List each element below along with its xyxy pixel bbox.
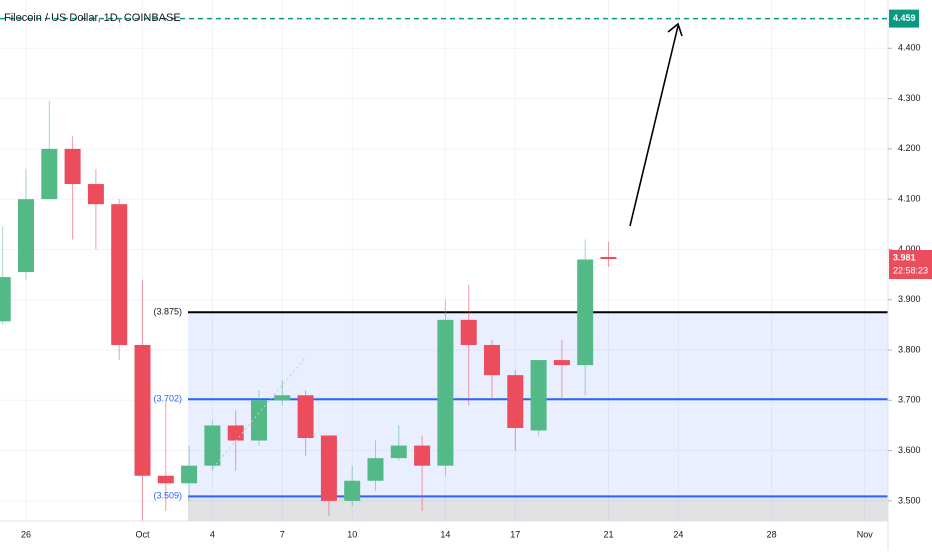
x-tick-label: Nov [857,529,874,539]
candle-body [41,148,58,200]
y-tick-label: 3.800 [898,344,921,354]
y-tick-label: 3.700 [898,395,921,405]
candle-body [530,360,547,431]
candle-body [437,319,454,466]
candles [0,101,617,521]
candle-body [0,277,11,322]
x-tick-label: 26 [21,529,31,539]
candle-body [157,475,174,484]
target-price-box [889,9,919,28]
candle-body [414,445,431,466]
candle-body [204,425,221,466]
x-tick-label: 24 [673,529,683,539]
candle-body [111,204,128,345]
candle-body [227,425,244,441]
candle-body [460,319,477,345]
countdown-label: 22:58:23 [893,265,928,275]
candle-body [251,400,267,441]
level-label: (3.509) [153,491,182,501]
candle-body [64,148,81,185]
candle-body [297,395,314,439]
candle-body [484,344,500,376]
candle-body [553,360,570,366]
axes: 3.500 3.600 3.700 3.800 3.900 4.000 4.100 4.200… [21,9,932,539]
y-tick-label: 3.600 [898,445,921,455]
lower-zone [188,496,888,521]
y-tick-label: 3.900 [898,294,921,304]
candle-body [344,480,361,501]
arrow-head [667,22,683,37]
y-tick-label: 3.500 [898,495,921,505]
levels: (3.875) (3.702) (3.509) [0,17,888,501]
y-tick-label: 4.400 [898,43,921,53]
x-tick-label: 14 [440,529,450,539]
last-price-box [889,249,932,279]
x-tick-label: 7 [280,529,285,539]
arrow [629,22,683,227]
candle-body [134,344,151,476]
x-tick-label: Oct [135,529,150,539]
x-tick-label: 21 [603,529,613,539]
trend-sketch [212,357,306,469]
y-tick-label: 4.000 [898,244,921,254]
candle-body [600,256,617,259]
candle-body [87,184,104,205]
candle-body [181,465,198,484]
arrow-shaft [629,25,679,227]
level-label: (3.702) [153,394,182,404]
candle-body [390,445,407,459]
candle-body [18,199,34,273]
y-tick-label: 4.100 [898,194,921,204]
y-tick-label: 4.300 [898,93,921,103]
candle-body [577,259,594,366]
candle-body [507,375,524,428]
target-price-label: 4.459 [893,13,916,23]
x-tick-label: 17 [510,529,520,539]
candle-body [367,458,384,481]
x-tick-label: 28 [767,529,777,539]
candle-body [274,395,291,401]
level-label: (3.875) [153,307,182,317]
x-tick-label: 4 [210,529,215,539]
chart-title: Filecoin / US Dollar, 1D, COINBASE [4,12,181,24]
y-tick-label: 4.200 [898,143,921,153]
x-tick-label: 10 [347,529,357,539]
last-price-label: 3.981 [893,252,916,262]
candle-body [320,435,337,501]
